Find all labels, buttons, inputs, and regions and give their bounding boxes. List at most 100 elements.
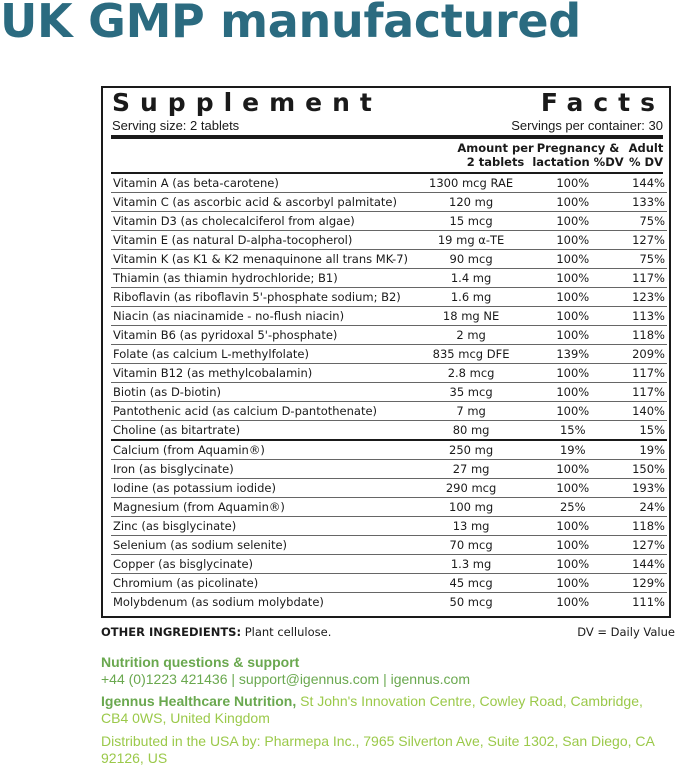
nutrient-amount: 13 mg bbox=[408, 516, 534, 536]
header-rule bbox=[111, 172, 663, 174]
table-row: Folate (as calcium L-methylfolate) 835 mc… bbox=[111, 344, 667, 364]
nutrient-adult-dv: 129% bbox=[612, 573, 667, 593]
nutrient-adult-dv: 150% bbox=[612, 459, 667, 479]
nutrient-name: Niacin (as niacinamide - no-flush niacin… bbox=[111, 306, 409, 326]
nutrient-adult-dv: 24% bbox=[612, 497, 667, 517]
nutrient-amount: 35 mcg bbox=[408, 382, 534, 402]
nutrient-adult-dv: 193% bbox=[612, 478, 667, 498]
nutrient-pregnancy-dv: 100% bbox=[556, 595, 590, 609]
nutrient-name: Vitamin A (as beta-carotene) bbox=[111, 174, 409, 193]
nutrient-name: Pantothenic acid (as calcium D-pantothen… bbox=[111, 401, 409, 421]
heavy-rule bbox=[111, 135, 663, 139]
nutrient-name: Folate (as calcium L-methylfolate) bbox=[111, 344, 409, 364]
col-pregnancy-header: Pregnancy & lactation %DV bbox=[532, 141, 624, 169]
serving-size: Serving size: 2 tablets bbox=[112, 118, 240, 133]
nutrient-adult-dv: 127% bbox=[612, 535, 667, 555]
nutrient-name: Vitamin B12 (as methylcobalamin) bbox=[111, 363, 409, 383]
nutrient-pregnancy-dv: 100% bbox=[533, 382, 613, 402]
nutrient-name: Magnesium (from Aquamin®) bbox=[111, 497, 409, 517]
table-row: Iodine (as potassium iodide) 290 mcg 100% 1… bbox=[111, 478, 667, 498]
nutrient-adult-dv: 75% bbox=[612, 211, 667, 231]
nutrient-amount: 7 mg bbox=[408, 401, 534, 421]
supplement-facts-panel: Supplement Facts Serving size: 2 tablets… bbox=[101, 86, 671, 618]
nutrient-adult-dv: 111% bbox=[632, 595, 665, 609]
table-row: Molybdenum (as sodium molybdate) 50 mcg 10… bbox=[111, 593, 667, 612]
table-row: Vitamin B12 (as methylcobalamin) 2.8 mcg 1… bbox=[111, 363, 667, 383]
nutrient-name: Calcium (from Aquamin®) bbox=[111, 440, 409, 460]
nutrient-pregnancy-dv: 100% bbox=[533, 535, 613, 555]
nutrient-pregnancy-dv: 100% bbox=[533, 287, 613, 307]
nutrient-pregnancy-dv: 100% bbox=[533, 478, 613, 498]
table-row: Magnesium (from Aquamin®) 100 mg 25% 24% bbox=[111, 497, 667, 517]
company-address-text: St John's Innovation Centre, Cowley Road… bbox=[101, 693, 643, 726]
headline: UK GMP manufactured bbox=[0, 0, 581, 48]
nutrient-amount: 2.8 mcg bbox=[408, 363, 534, 383]
nutrient-adult-dv: 209% bbox=[612, 344, 667, 364]
nutrient-adult-dv: 118% bbox=[612, 325, 667, 345]
servings-per-container: Servings per container: 30 bbox=[511, 118, 663, 133]
nutrient-pregnancy-dv: 100% bbox=[533, 554, 613, 574]
nutrient-name: Zinc (as bisglycinate) bbox=[111, 516, 409, 536]
nutrient-amount: 120 mg bbox=[408, 192, 534, 212]
title-right: Facts bbox=[540, 88, 665, 117]
support-title: Nutrition questions & support bbox=[101, 654, 300, 670]
nutrient-amount: 80 mg bbox=[408, 420, 534, 441]
nutrient-name: Molybdenum (as sodium molybdate) bbox=[113, 595, 324, 609]
nutrient-adult-dv: 140% bbox=[612, 401, 667, 421]
distribution-note: Distributed in the USA by: Pharmepa Inc.… bbox=[101, 733, 655, 766]
table-row: Copper (as bisglycinate) 1.3 mg 100% 144% bbox=[111, 554, 667, 574]
company-name: Igennus Healthcare Nutrition, bbox=[101, 693, 297, 709]
nutrient-pregnancy-dv: 139% bbox=[533, 344, 613, 364]
serving-info: Serving size: 2 tablets Servings per con… bbox=[112, 118, 663, 134]
nutrient-name: Vitamin K (as K1 & K2 menaquinone all tr… bbox=[111, 249, 409, 269]
nutrient-amount: 18 mg NE bbox=[408, 306, 534, 326]
nutrient-pregnancy-dv: 100% bbox=[533, 230, 613, 250]
nutrient-name: Iodine (as potassium iodide) bbox=[111, 478, 409, 498]
nutrient-adult-dv: 117% bbox=[612, 268, 667, 288]
col-adult-header: Adult % DV bbox=[628, 141, 664, 169]
nutrient-amount: 290 mcg bbox=[408, 478, 534, 498]
nutrient-amount: 835 mcg DFE bbox=[408, 344, 534, 364]
table-row: Thiamin (as thiamin hydrochloride; B1) 1.… bbox=[111, 268, 667, 288]
nutrient-adult-dv: 144% bbox=[612, 554, 667, 574]
table-row: Vitamin E (as natural D-alpha-tocopherol… bbox=[111, 230, 667, 250]
table-row: Calcium (from Aquamin®) 250 mg 19% 19% bbox=[111, 440, 667, 460]
nutrient-name: Iron (as bisglycinate) bbox=[111, 459, 409, 479]
support-contact: +44 (0)1223 421436 | support@igennus.com… bbox=[101, 671, 470, 687]
nutrient-table: Vitamin A (as beta-carotene) 1300 mcg RAE… bbox=[111, 174, 667, 611]
nutrient-name: Vitamin E (as natural D-alpha-tocopherol… bbox=[111, 230, 409, 250]
nutrient-adult-dv: 113% bbox=[612, 306, 667, 326]
table-row: Vitamin K (as K1 & K2 menaquinone all tr… bbox=[111, 249, 667, 269]
nutrient-adult-dv: 75% bbox=[612, 249, 667, 269]
nutrient-pregnancy-dv: 100% bbox=[533, 573, 613, 593]
nutrient-pregnancy-dv: 100% bbox=[533, 401, 613, 421]
nutrient-pregnancy-dv: 25% bbox=[533, 497, 613, 517]
table-row: Selenium (as sodium selenite) 70 mcg 100% 1… bbox=[111, 535, 667, 555]
title-left: Supplement bbox=[112, 88, 382, 117]
nutrient-name: Biotin (as D-biotin) bbox=[111, 382, 409, 402]
nutrient-adult-dv: 117% bbox=[612, 382, 667, 402]
table-row: Riboflavin (as riboflavin 5'-phosphate s… bbox=[111, 287, 667, 307]
nutrient-adult-dv: 117% bbox=[612, 363, 667, 383]
nutrient-pregnancy-dv: 100% bbox=[533, 249, 613, 269]
table-row: Iron (as bisglycinate) 27 mg 100% 150% bbox=[111, 459, 667, 479]
nutrient-pregnancy-dv: 19% bbox=[533, 440, 613, 460]
company-address: Igennus Healthcare Nutrition, St John's … bbox=[101, 693, 671, 727]
nutrient-amount: 1.4 mg bbox=[408, 268, 534, 288]
nutrient-name: Choline (as bitartrate) bbox=[111, 420, 409, 441]
nutrient-pregnancy-dv: 100% bbox=[533, 325, 613, 345]
nutrient-name: Riboflavin (as riboflavin 5'-phosphate s… bbox=[111, 287, 409, 307]
table-row: Biotin (as D-biotin) 35 mcg 100% 117% bbox=[111, 382, 667, 402]
nutrient-name: Vitamin D3 (as cholecalciferol from alga… bbox=[111, 211, 409, 231]
nutrient-pregnancy-dv: 100% bbox=[533, 363, 613, 383]
nutrient-pregnancy-dv: 100% bbox=[533, 268, 613, 288]
nutrient-amount: 27 mg bbox=[408, 459, 534, 479]
nutrient-amount: 100 mg bbox=[408, 497, 534, 517]
nutrient-adult-dv: 19% bbox=[612, 440, 667, 460]
nutrient-adult-dv: 144% bbox=[612, 174, 667, 193]
nutrient-pregnancy-dv: 100% bbox=[533, 211, 613, 231]
nutrient-adult-dv: 127% bbox=[612, 230, 667, 250]
dv-note: DV = Daily Value bbox=[577, 625, 675, 639]
table-row: Vitamin C (as ascorbic acid & ascorbyl p… bbox=[111, 192, 667, 212]
nutrient-pregnancy-dv: 100% bbox=[533, 174, 613, 193]
